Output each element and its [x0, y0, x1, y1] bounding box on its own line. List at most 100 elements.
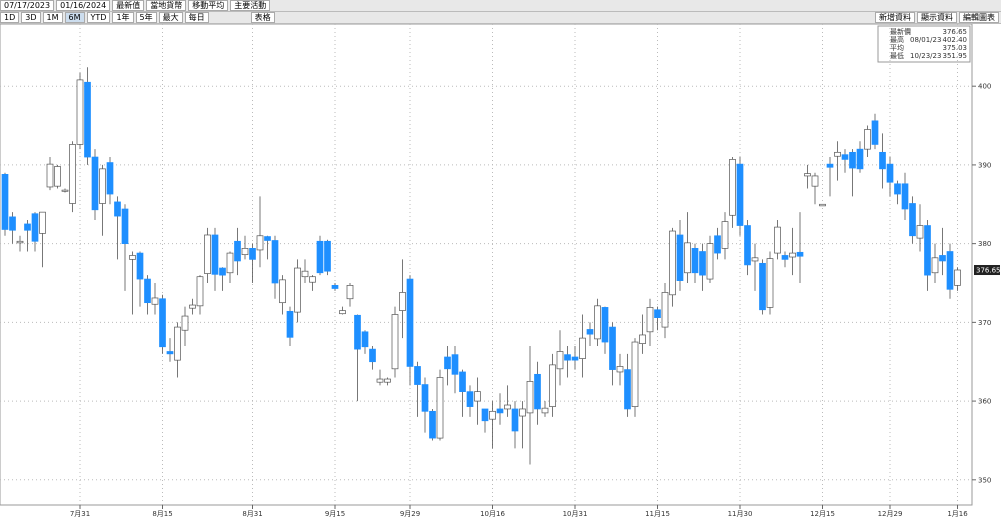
candle-body — [901, 183, 909, 210]
x-tick-label: 8月15 — [152, 510, 172, 518]
range-button[interactable]: 1年 — [112, 12, 134, 23]
legend-label: 最高 — [890, 35, 904, 44]
candle-body — [691, 248, 699, 274]
candle-body — [931, 257, 939, 274]
show-data[interactable]: 顯示資料 — [917, 12, 957, 23]
candle-body — [219, 267, 226, 276]
candle-body — [519, 408, 526, 417]
candle-body — [811, 175, 819, 187]
range-button[interactable]: 5年 — [135, 12, 157, 23]
candle-body — [421, 384, 429, 412]
candle-body — [166, 351, 174, 355]
option[interactable]: 主要活動 — [230, 0, 271, 11]
candle-body — [946, 251, 954, 290]
candle-body — [211, 234, 219, 275]
candle-body — [661, 292, 669, 328]
table-button[interactable]: 表格 — [250, 12, 275, 23]
candle-body — [114, 201, 121, 217]
range-button[interactable]: 3D — [21, 12, 41, 23]
candle-body — [346, 285, 354, 300]
range-button[interactable]: 1D — [0, 12, 20, 23]
add-data[interactable]: 新增資料 — [875, 12, 915, 23]
frequency[interactable]: 每日 — [184, 12, 209, 23]
candle-body — [181, 315, 189, 331]
candle-body — [571, 356, 579, 361]
candle-body — [609, 326, 616, 370]
candle-body — [76, 79, 84, 145]
x-tick-label: 9月15 — [325, 510, 345, 518]
candle-body — [511, 408, 519, 432]
field-select[interactable]: 最新值 — [112, 0, 145, 11]
currency-select[interactable]: 當地貨幣 — [146, 0, 187, 11]
candle-body — [729, 159, 736, 216]
y-tick-label: 400 — [978, 83, 991, 91]
candle-body — [121, 208, 129, 244]
candle-body — [436, 377, 444, 439]
candle-body — [481, 408, 489, 422]
candle-body — [534, 373, 541, 410]
candle-body — [631, 341, 639, 407]
legend-label: 平均 — [890, 43, 904, 52]
x-tick-label: 8月31 — [242, 510, 262, 518]
candle-body — [699, 251, 706, 276]
range-button[interactable]: 6M — [64, 12, 85, 23]
candle-body — [136, 252, 144, 280]
candle-body — [909, 203, 916, 237]
candle-body — [376, 378, 384, 383]
candle-body — [834, 151, 841, 157]
start-date[interactable]: 07/17/2023 — [0, 0, 55, 11]
legend-date: 08/01/23 — [910, 36, 941, 44]
candle-body — [414, 366, 421, 385]
candle-body — [556, 351, 564, 370]
candle-body — [241, 248, 249, 256]
candle-body — [234, 240, 241, 262]
candle-body — [871, 120, 879, 145]
candle-body — [264, 236, 271, 241]
candle-body — [489, 410, 496, 420]
candle-body — [354, 314, 361, 350]
candle-body — [286, 310, 294, 338]
candle-body — [894, 183, 901, 195]
candle-body — [714, 235, 721, 254]
candle-body — [46, 163, 54, 188]
candle-body — [429, 410, 436, 439]
candle-body — [549, 364, 556, 407]
edit-chart[interactable]: 編輯圖表 — [959, 12, 999, 23]
candle-body — [466, 391, 474, 407]
candle-body — [189, 304, 196, 309]
candle-body — [879, 151, 886, 170]
candle-body — [796, 251, 804, 257]
candle-body — [369, 348, 376, 363]
candle-body — [804, 173, 811, 177]
legend-date: 10/23/23 — [910, 52, 941, 60]
candle-body — [474, 391, 481, 402]
candle-body — [151, 297, 159, 305]
range-button[interactable]: 最大 — [158, 12, 183, 23]
candle-body — [496, 408, 504, 414]
candle-body — [736, 163, 744, 226]
candle-body — [24, 223, 31, 231]
candle-body — [939, 255, 946, 262]
range-button[interactable]: 1M — [42, 12, 63, 23]
x-tick-label: 10月16 — [480, 510, 505, 518]
candle-body — [204, 234, 211, 274]
candle-body — [849, 151, 856, 169]
candle-body — [669, 230, 676, 296]
end-date[interactable]: 01/16/2024 — [56, 0, 111, 11]
candle-body — [99, 168, 106, 204]
last-price: 376.65 — [976, 267, 1001, 275]
candle-body — [399, 292, 406, 311]
option[interactable]: 移動平均 — [188, 0, 229, 11]
legend-value: 402.40 — [943, 36, 968, 44]
candle-body — [601, 307, 609, 343]
candle-body — [279, 279, 286, 304]
candle-body — [256, 235, 264, 251]
candle-body — [639, 334, 646, 344]
candle-body — [954, 269, 961, 286]
candle-body — [294, 267, 301, 313]
candle-body — [316, 240, 324, 274]
candle-body — [451, 354, 459, 375]
range-button[interactable]: YTD — [86, 12, 111, 23]
plot-area — [0, 24, 973, 506]
